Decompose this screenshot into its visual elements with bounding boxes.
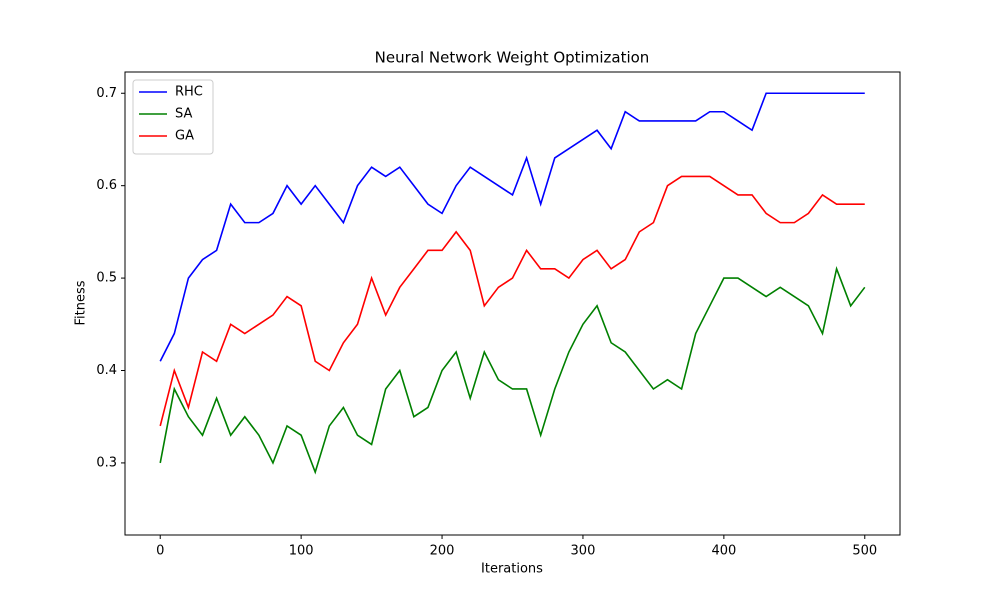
legend-label: GA xyxy=(175,129,194,144)
x-tick-label: 300 xyxy=(571,544,596,559)
legend-label: RHC xyxy=(175,85,203,100)
line-series xyxy=(159,266,866,475)
y-axis-label: Fitness xyxy=(74,280,89,325)
line-series xyxy=(159,175,865,427)
x-tick-label: 200 xyxy=(430,544,455,559)
chart-title: Neural Network Weight Optimization xyxy=(375,49,650,67)
x-tick-label: 0 xyxy=(156,544,164,559)
y-tick-label: 0.5 xyxy=(96,271,117,286)
y-tick-label: 0.6 xyxy=(96,178,117,193)
x-tick-label: 500 xyxy=(852,544,877,559)
x-tick-label: 400 xyxy=(711,544,736,559)
plot-frame xyxy=(124,71,901,536)
x-axis-label: Iterations xyxy=(481,562,543,577)
y-tick-label: 0.7 xyxy=(96,86,117,101)
x-tick-label: 100 xyxy=(289,544,314,559)
legend-label: SA xyxy=(175,107,192,122)
line-series xyxy=(159,92,865,362)
y-tick-label: 0.4 xyxy=(96,363,117,378)
y-tick-label: 0.3 xyxy=(96,455,117,470)
